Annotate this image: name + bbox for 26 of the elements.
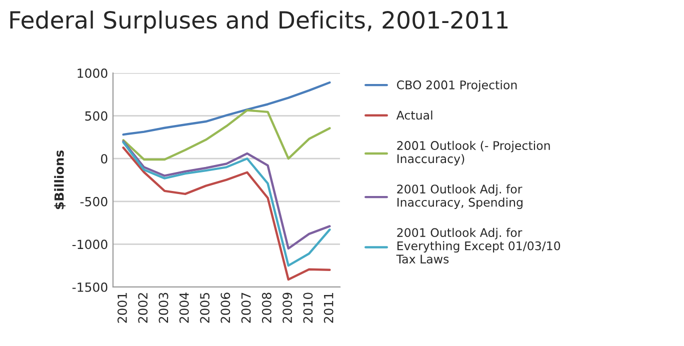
x-tick-label: 2004 [179, 292, 189, 323]
x-tick-label: 2001 [117, 293, 127, 323]
y-tick-label: -500 [80, 196, 108, 206]
x-tick-label: 2005 [200, 292, 210, 323]
x-tick-label: 2008 [262, 292, 272, 323]
x-tick-label: 2009 [282, 292, 292, 323]
x-tick-label: 2006 [220, 292, 230, 323]
y-tick-label: 500 [85, 111, 108, 121]
line-series [122, 81, 331, 136]
legend-label: 2001 Outlook Adj. for Inaccuracy, Spending [397, 184, 522, 210]
y-tick-label: -1000 [72, 240, 108, 250]
line-series [122, 109, 331, 161]
x-tick-label: 2011 [324, 293, 334, 323]
y-axis-title: $Billions [54, 150, 66, 210]
y-tick-label: 1000 [78, 68, 108, 78]
x-tick-label: 2007 [241, 292, 251, 323]
x-tick-label: 2003 [158, 292, 168, 323]
legend-label: 2001 Outlook (- Projection Inaccuracy) [397, 140, 550, 166]
x-tick-label: 2002 [138, 293, 148, 323]
x-tick-label: 2010 [303, 292, 313, 323]
legend-label: Actual [396, 110, 432, 120]
y-tick-label: -1500 [72, 282, 108, 292]
y-tick-label: 0 [101, 154, 108, 164]
legend-label: 2001 Outlook Adj. for Everything Except 01/03/10 Tax Laws [396, 228, 560, 264]
chart-title: Federal Surpluses and Deficits, 2001-2011 [10, 10, 508, 34]
legend-label: CBO 2001 Projection [396, 80, 517, 92]
